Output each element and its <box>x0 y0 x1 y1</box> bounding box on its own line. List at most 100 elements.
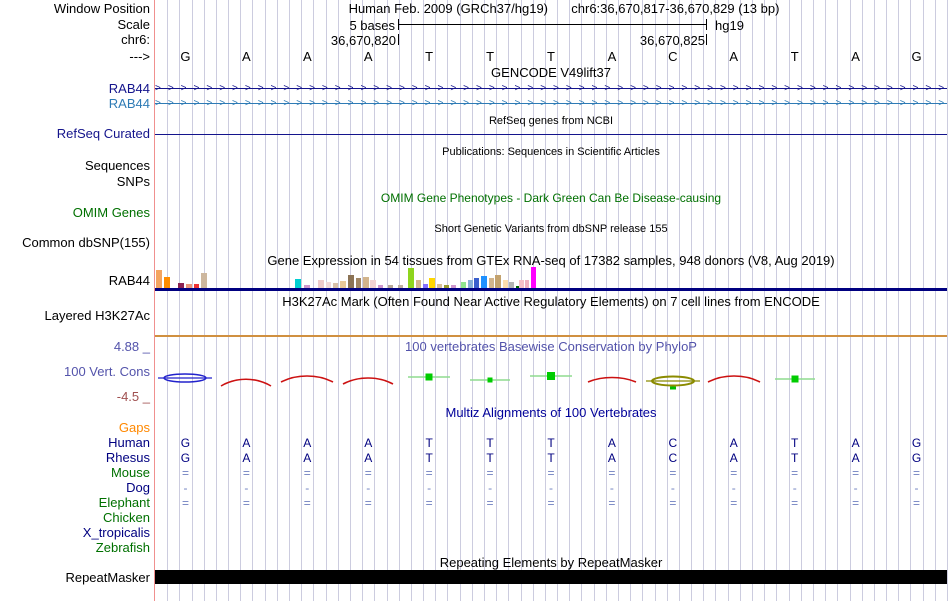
assembly-title: Human Feb. 2009 (GRCh37/hg19) <box>348 1 549 16</box>
multiz-cell: A <box>729 451 738 465</box>
gtex-tissue-bar[interactable] <box>356 278 361 288</box>
publications-track-title: Publications: Sequences in Scientific Ar… <box>442 146 660 158</box>
gtex-tissue-bar[interactable] <box>194 284 199 288</box>
h3k27ac-baseline[interactable] <box>155 335 947 337</box>
base-letter: A <box>851 49 860 64</box>
gtex-tissue-bar[interactable] <box>295 279 301 288</box>
multiz-cell: T <box>791 451 799 465</box>
gtex-tissue-bar[interactable] <box>509 282 514 288</box>
gtex-tissue-bar[interactable] <box>326 282 331 288</box>
gridline <box>654 0 656 601</box>
refseq-curated-label: RefSeq Curated <box>56 126 150 141</box>
scale-bar-right-tick <box>706 19 707 30</box>
gridline <box>800 0 802 601</box>
gencode-gene-arrows-1[interactable]: >>>>>>>>>>>>>>>>>>>>>>>>>>>>>>>>>>>>>>>>… <box>155 83 947 94</box>
gridline <box>581 0 583 601</box>
gene-label-rab44-2: RAB44 <box>108 96 150 111</box>
gtex-tissue-bar[interactable] <box>340 281 346 288</box>
gridline <box>569 0 571 601</box>
multiz-cell: - <box>731 481 736 495</box>
multiz-species-label-zebrafish: Zebrafish <box>95 540 150 555</box>
refseq-curated-line[interactable] <box>155 134 947 135</box>
repeatmasker-bar[interactable] <box>155 570 947 584</box>
gtex-tissue-bar[interactable] <box>378 285 383 288</box>
conservation-glyph-A <box>280 375 334 383</box>
gtex-tissue-bar[interactable] <box>489 278 494 288</box>
gtex-tissue-bar[interactable] <box>398 285 403 288</box>
gtex-tissue-bar[interactable] <box>408 268 414 288</box>
chrom-label: chr6: <box>121 32 150 47</box>
gtex-tissue-bar[interactable] <box>495 275 501 288</box>
gtex-tissue-bar[interactable] <box>304 285 310 288</box>
multiz-cell: = <box>547 466 555 480</box>
position-title: chr6:36,670,817-36,670,829 (13 bp) <box>571 1 780 16</box>
gtex-tissue-bar[interactable] <box>201 273 207 288</box>
gtex-tissue-bar[interactable] <box>525 280 529 288</box>
multiz-cell: - <box>609 481 614 495</box>
gene-label-rab44-1: RAB44 <box>108 81 150 96</box>
multiz-track-title: Multiz Alignments of 100 Vertebrates <box>445 405 657 420</box>
gencode-gene-line-2[interactable] <box>155 103 947 104</box>
gtex-tissue-bar[interactable] <box>178 283 184 288</box>
gencode-gene-arrows-2[interactable]: >>>>>>>>>>>>>>>>>>>>>>>>>>>>>>>>>>>>>>>>… <box>155 98 947 109</box>
gtex-tissue-bar[interactable] <box>370 280 376 288</box>
gtex-tissue-bar[interactable] <box>451 285 456 288</box>
multiz-cell: - <box>853 481 858 495</box>
scale-bar <box>398 24 707 25</box>
gridline <box>873 0 875 601</box>
gtex-tissue-bar[interactable] <box>186 284 192 288</box>
gtex-track-title: Gene Expression in 54 tissues from GTEx … <box>267 253 835 268</box>
gtex-tissue-bar[interactable] <box>429 278 435 288</box>
gtex-gene-label: RAB44 <box>108 273 150 288</box>
repeatmasker-track-title: Repeating Elements by RepeatMasker <box>439 555 663 570</box>
snps-label: SNPs <box>116 174 150 189</box>
gtex-tissue-bar[interactable] <box>423 284 428 288</box>
multiz-cell: A <box>851 451 860 465</box>
gtex-tissue-bar[interactable] <box>531 267 536 288</box>
gtex-tissue-bar[interactable] <box>461 282 466 288</box>
gtex-tissue-bar[interactable] <box>444 285 449 288</box>
gtex-tissue-bar[interactable] <box>468 280 473 288</box>
window-position-label: Window Position <box>53 1 150 16</box>
gtex-tissue-bar[interactable] <box>363 277 369 288</box>
gtex-tissue-bar[interactable] <box>156 270 162 288</box>
gtex-tissue-bar[interactable] <box>503 280 508 288</box>
multiz-cell: C <box>668 451 678 465</box>
multiz-cell: - <box>305 481 310 495</box>
conservation-glyph-T <box>530 372 572 380</box>
gencode-gene-line-1[interactable] <box>155 88 947 89</box>
multiz-cell: G <box>911 451 922 465</box>
multiz-cell: A <box>364 436 373 450</box>
multiz-cell: A <box>303 436 312 450</box>
multiz-cell: - <box>427 481 432 495</box>
scale-bar-left-tick <box>398 19 399 30</box>
gridline <box>313 0 315 601</box>
gtex-tissue-bar[interactable] <box>416 280 421 288</box>
gtex-tissue-bar[interactable] <box>519 280 524 288</box>
gtex-tissue-bar[interactable] <box>516 286 520 288</box>
gtex-tissue-bar[interactable] <box>474 278 479 288</box>
scale-label: Scale <box>117 17 150 32</box>
gridline <box>666 0 668 601</box>
multiz-cell: = <box>730 496 738 510</box>
multiz-cell: = <box>181 466 189 480</box>
gridline <box>715 0 717 601</box>
conservation-glyph-A <box>707 375 761 383</box>
strand-direction-label: ---> <box>129 49 150 64</box>
conservation-glyph-C <box>646 375 700 390</box>
gridline <box>410 0 412 601</box>
conservation-track[interactable] <box>0 360 950 410</box>
gtex-tissue-bar[interactable] <box>318 280 324 288</box>
gridline <box>203 0 205 601</box>
base-letter: T <box>790 49 799 64</box>
gtex-tissue-bar[interactable] <box>333 283 338 288</box>
gtex-tissue-bar[interactable] <box>481 276 487 288</box>
multiz-cell: = <box>364 466 372 480</box>
gtex-tissue-bar[interactable] <box>388 285 393 288</box>
gtex-tissue-bar[interactable] <box>348 275 354 288</box>
multiz-cell: = <box>913 496 921 510</box>
gtex-tissue-bar[interactable] <box>164 277 170 288</box>
gridline <box>252 0 254 601</box>
gtex-tissue-bar[interactable] <box>437 284 442 288</box>
